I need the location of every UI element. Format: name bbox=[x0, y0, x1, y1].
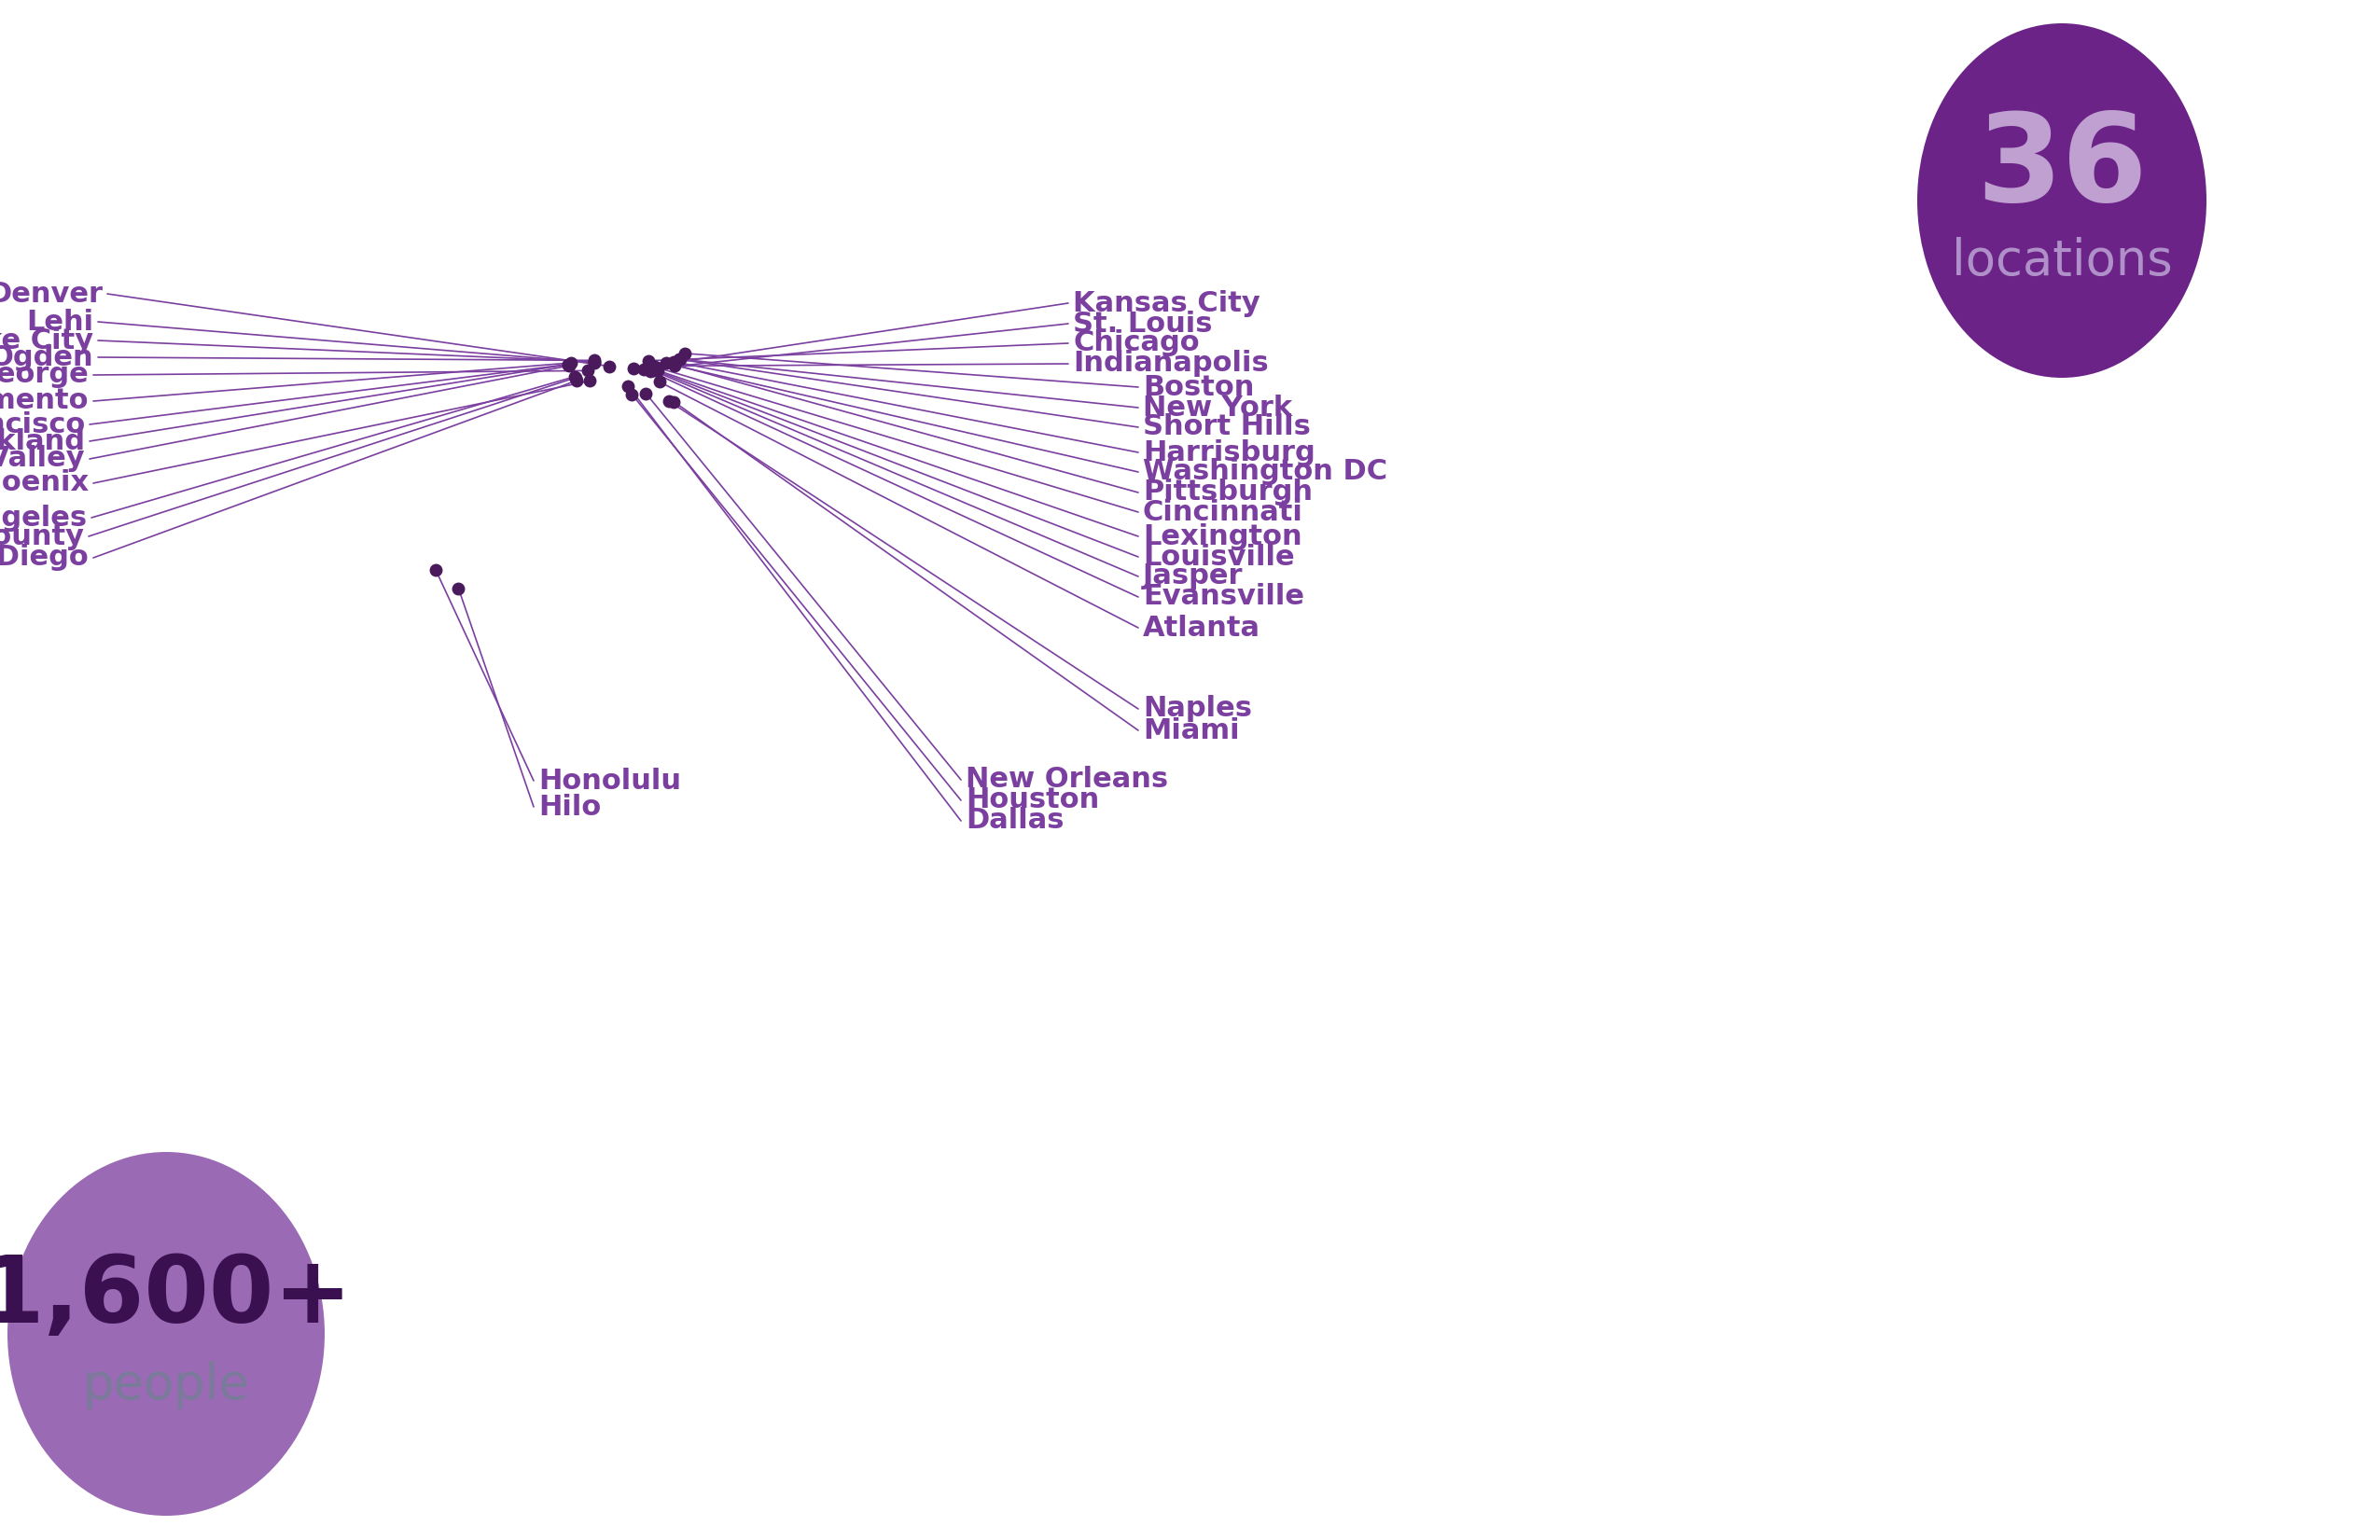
Text: San Francisco: San Francisco bbox=[0, 411, 86, 437]
Text: Louisville: Louisville bbox=[1142, 544, 1295, 570]
Text: Chicago: Chicago bbox=[1073, 330, 1200, 357]
Ellipse shape bbox=[7, 1152, 324, 1515]
Text: Miami: Miami bbox=[1142, 716, 1240, 744]
Text: Hilo: Hilo bbox=[538, 793, 602, 821]
Text: Lexington: Lexington bbox=[1142, 522, 1302, 550]
Ellipse shape bbox=[1918, 23, 2206, 377]
Text: St. Louis: St. Louis bbox=[1073, 310, 1211, 337]
Text: Washington DC: Washington DC bbox=[1142, 459, 1388, 485]
Text: Naples: Naples bbox=[1142, 696, 1252, 722]
Text: Kansas City: Kansas City bbox=[1073, 290, 1259, 317]
Text: Boston: Boston bbox=[1142, 374, 1254, 400]
Text: Phoenix: Phoenix bbox=[0, 470, 88, 497]
Text: San Diego: San Diego bbox=[0, 544, 88, 571]
Text: Lehi: Lehi bbox=[26, 308, 93, 336]
Text: Orange County: Orange County bbox=[0, 522, 83, 550]
Text: people: people bbox=[83, 1361, 250, 1409]
Text: Jasper: Jasper bbox=[1142, 564, 1242, 590]
Text: Oakland: Oakland bbox=[0, 428, 86, 454]
Text: Houston: Houston bbox=[966, 787, 1100, 813]
Text: Salt Lake City: Salt Lake City bbox=[0, 326, 93, 354]
Text: Los Angeles: Los Angeles bbox=[0, 504, 86, 531]
Text: New Orleans: New Orleans bbox=[966, 767, 1169, 793]
Text: locations: locations bbox=[1952, 237, 2173, 285]
Text: Silicon Valley: Silicon Valley bbox=[0, 445, 86, 473]
Text: Dallas: Dallas bbox=[966, 807, 1064, 835]
Text: Pittsburgh: Pittsburgh bbox=[1142, 479, 1314, 507]
Text: Atlanta: Atlanta bbox=[1142, 614, 1261, 641]
Text: Evansville: Evansville bbox=[1142, 584, 1304, 610]
Text: Ogden: Ogden bbox=[0, 343, 93, 371]
Text: Sacramento: Sacramento bbox=[0, 388, 88, 414]
Text: Denver: Denver bbox=[0, 280, 102, 308]
Text: Harrisburg: Harrisburg bbox=[1142, 439, 1316, 467]
Text: 36: 36 bbox=[1975, 109, 2147, 226]
Text: St. George: St. George bbox=[0, 362, 88, 388]
Text: Short Hills: Short Hills bbox=[1142, 414, 1311, 440]
Text: New York: New York bbox=[1142, 394, 1292, 420]
Text: Honolulu: Honolulu bbox=[538, 767, 681, 795]
Text: 1,600+: 1,600+ bbox=[0, 1252, 352, 1341]
Text: Indianapolis: Indianapolis bbox=[1073, 350, 1269, 377]
Text: Cincinnati: Cincinnati bbox=[1142, 499, 1304, 525]
